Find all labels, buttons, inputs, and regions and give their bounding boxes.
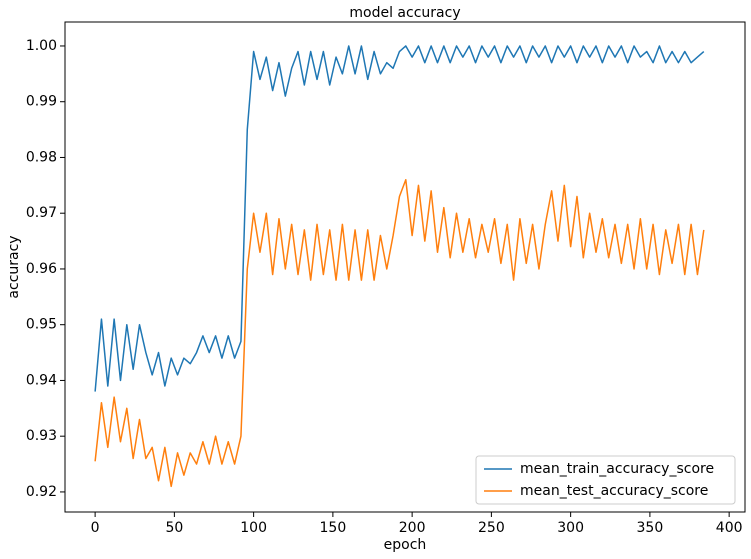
legend-box — [475, 455, 736, 505]
y-tick-label: 1.00 — [26, 38, 57, 54]
series-line — [94, 179, 705, 488]
legend-label: mean_train_accuracy_score — [520, 461, 714, 477]
x-axis-label: epoch — [384, 537, 427, 553]
x-tick-label: 150 — [320, 520, 347, 536]
y-tick-label: 0.92 — [26, 484, 57, 500]
y-tick-label: 0.96 — [26, 261, 57, 277]
y-tick-label: 0.94 — [26, 372, 57, 388]
y-tick-label: 0.99 — [26, 94, 57, 110]
x-tick-label: 200 — [399, 520, 426, 536]
y-tick-label: 0.93 — [26, 428, 57, 444]
x-tick-label: 250 — [478, 520, 505, 536]
chart-title: model accuracy — [349, 5, 460, 21]
y-tick-label: 0.98 — [26, 149, 57, 165]
x-tick-label: 100 — [240, 520, 267, 536]
legend-label: mean_test_accuracy_score — [520, 483, 708, 499]
y-axis-label: accuracy — [6, 235, 22, 298]
series-line — [94, 45, 705, 392]
x-tick-label: 300 — [557, 520, 584, 536]
x-tick-label: 50 — [165, 520, 183, 536]
y-tick-label: 0.95 — [26, 317, 57, 333]
x-tick-label: 400 — [716, 520, 743, 536]
x-tick-label: 350 — [637, 520, 664, 536]
x-tick-label: 0 — [91, 520, 100, 536]
plot-frame — [64, 21, 746, 513]
y-tick-label: 0.97 — [26, 205, 57, 221]
